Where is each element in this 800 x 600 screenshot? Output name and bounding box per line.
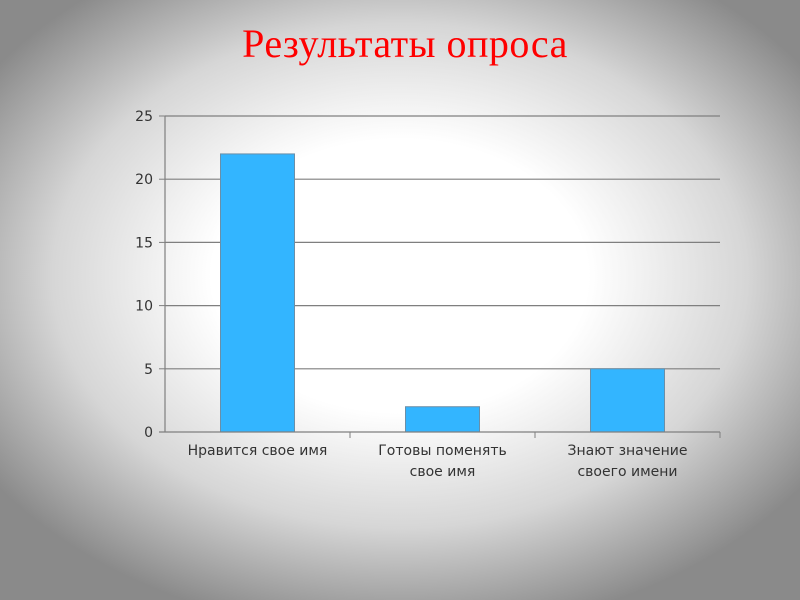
slide-title: Результаты опроса [242, 21, 568, 66]
x-category-label: Нравится свое имя [188, 443, 328, 459]
y-tick-label: 5 [144, 362, 153, 378]
x-category-label: Готовы поменять свое имя [378, 443, 506, 480]
x-category-label: Знают значение своего имени [567, 443, 687, 480]
x-category-labels: Нравится свое имя Готовы поменять свое имя… [188, 443, 688, 480]
y-tick-label: 20 [135, 172, 153, 188]
y-tick-label: 25 [135, 109, 153, 125]
y-tick-label: 10 [135, 299, 153, 315]
y-tick-labels: 0 5 10 15 20 25 [135, 109, 153, 441]
bar [405, 406, 480, 433]
bar [220, 153, 295, 433]
axes [159, 115, 721, 438]
y-tick-label: 15 [135, 235, 153, 251]
bars [220, 153, 665, 433]
bar [590, 368, 665, 433]
y-tick-label: 0 [144, 425, 153, 441]
